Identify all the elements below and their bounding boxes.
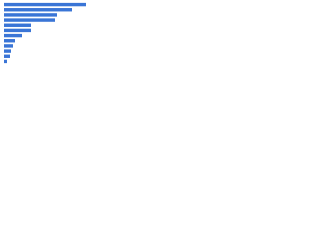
bar [4, 23, 31, 27]
bar [4, 33, 22, 38]
bar [4, 49, 11, 53]
bar [4, 28, 31, 33]
bar [4, 2, 86, 7]
bar [4, 54, 10, 58]
bar [4, 44, 13, 48]
page: {"chart_data": {"type": "bar", "orientat… [0, 0, 100, 71]
bar [4, 59, 7, 64]
bar [4, 8, 72, 12]
bar [4, 39, 15, 43]
chart [4, 2, 86, 64]
bar [4, 18, 55, 22]
bar [4, 13, 57, 17]
